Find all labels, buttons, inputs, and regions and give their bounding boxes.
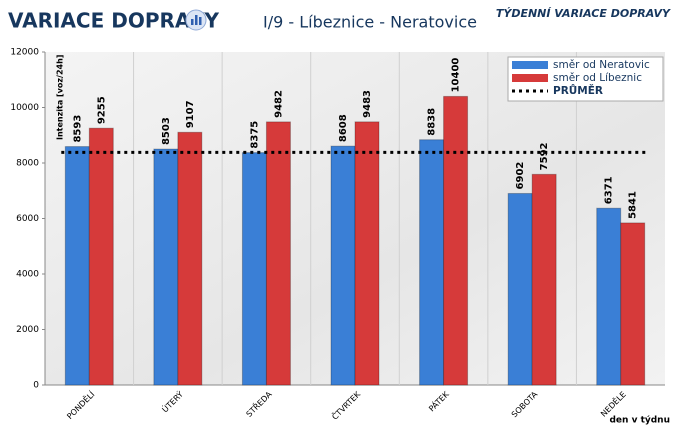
data-label: 7592 [539,142,550,170]
legend-swatch [512,61,548,69]
bar [330,145,356,386]
y-tick-label: 2000 [16,325,39,335]
legend-label: směr od Líbeznic [553,72,642,84]
bar [241,152,267,386]
data-label: 8608 [338,114,349,142]
legend-swatch [512,74,548,82]
y-tick-label: 4000 [16,270,39,280]
y-tick-label: 0 [33,381,39,391]
data-label: 9482 [273,90,284,118]
data-label: 9255 [96,96,107,124]
chart-subtitle: I/9 - Líbeznice - Neratovice [263,13,477,32]
legend-label: PRŮMĚR [553,84,603,97]
bar [531,173,557,386]
y-tick-label: 12000 [10,48,39,58]
y-tick-label: 8000 [16,159,39,169]
bar [64,146,90,386]
data-label: 6371 [604,176,615,204]
legend-label: směr od Neratovic [553,59,650,71]
bar [153,148,179,386]
data-label: 8503 [161,117,172,145]
data-label: 8838 [427,108,438,136]
y-axis-label: Intenzita [voz/24h] [56,55,65,140]
data-label: 8593 [72,115,83,143]
bar [265,121,291,386]
x-axis-label: den v týdnu [609,416,670,426]
bar [443,95,469,386]
data-label: 10400 [451,58,462,93]
data-label: 5841 [628,191,639,219]
bar [507,192,533,386]
bar [596,207,622,386]
data-label: 6902 [515,162,526,190]
data-label: 9107 [185,100,196,128]
chart-title: VARIACE DOPRAVY [8,9,219,33]
bar [419,139,445,386]
y-tick-label: 10000 [10,103,39,113]
y-tick-label: 6000 [16,214,39,224]
corner-title: TÝDENNÍ VARIACE DOPRAVY [496,7,671,20]
title-icon [185,9,207,31]
data-label: 9483 [362,90,373,118]
bar [354,121,380,386]
data-label: 8375 [249,121,260,149]
bar [177,131,203,386]
bar [620,222,646,386]
bar [88,127,114,386]
